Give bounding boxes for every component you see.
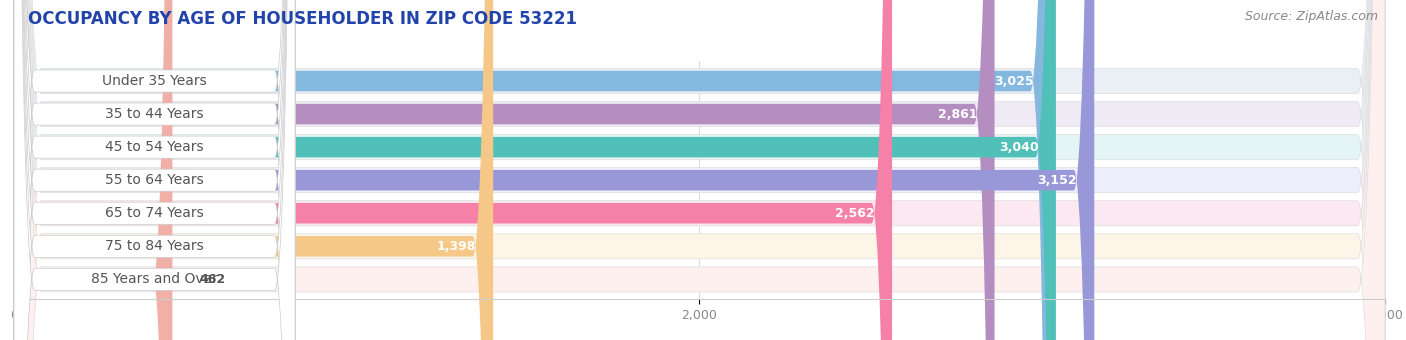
Text: 65 to 74 Years: 65 to 74 Years xyxy=(105,206,204,220)
FancyBboxPatch shape xyxy=(14,0,1385,340)
FancyBboxPatch shape xyxy=(14,0,295,340)
FancyBboxPatch shape xyxy=(14,0,494,340)
FancyBboxPatch shape xyxy=(14,0,1385,340)
FancyBboxPatch shape xyxy=(14,0,1050,340)
Text: 462: 462 xyxy=(200,273,226,286)
FancyBboxPatch shape xyxy=(14,0,295,340)
FancyBboxPatch shape xyxy=(14,0,173,340)
Text: OCCUPANCY BY AGE OF HOUSEHOLDER IN ZIP CODE 53221: OCCUPANCY BY AGE OF HOUSEHOLDER IN ZIP C… xyxy=(28,10,576,28)
FancyBboxPatch shape xyxy=(14,0,295,340)
Text: 35 to 44 Years: 35 to 44 Years xyxy=(105,107,204,121)
Text: Under 35 Years: Under 35 Years xyxy=(103,74,207,88)
Text: 3,040: 3,040 xyxy=(1000,141,1039,154)
FancyBboxPatch shape xyxy=(14,0,994,340)
Text: 55 to 64 Years: 55 to 64 Years xyxy=(105,173,204,187)
Text: Source: ZipAtlas.com: Source: ZipAtlas.com xyxy=(1244,10,1378,23)
FancyBboxPatch shape xyxy=(14,0,1385,340)
FancyBboxPatch shape xyxy=(14,0,1385,340)
FancyBboxPatch shape xyxy=(14,0,1094,340)
Text: 85 Years and Over: 85 Years and Over xyxy=(91,272,218,286)
FancyBboxPatch shape xyxy=(14,0,295,340)
FancyBboxPatch shape xyxy=(14,0,1385,340)
FancyBboxPatch shape xyxy=(14,0,1385,340)
Text: 45 to 54 Years: 45 to 54 Years xyxy=(105,140,204,154)
Text: 3,025: 3,025 xyxy=(994,74,1033,87)
FancyBboxPatch shape xyxy=(14,0,295,340)
FancyBboxPatch shape xyxy=(14,0,295,340)
Text: 2,861: 2,861 xyxy=(938,107,977,121)
Text: 75 to 84 Years: 75 to 84 Years xyxy=(105,239,204,253)
Text: 1,398: 1,398 xyxy=(437,240,477,253)
FancyBboxPatch shape xyxy=(14,0,891,340)
Text: 2,562: 2,562 xyxy=(835,207,875,220)
Text: 3,152: 3,152 xyxy=(1038,174,1077,187)
FancyBboxPatch shape xyxy=(14,0,1056,340)
FancyBboxPatch shape xyxy=(14,0,295,340)
FancyBboxPatch shape xyxy=(14,0,1385,340)
